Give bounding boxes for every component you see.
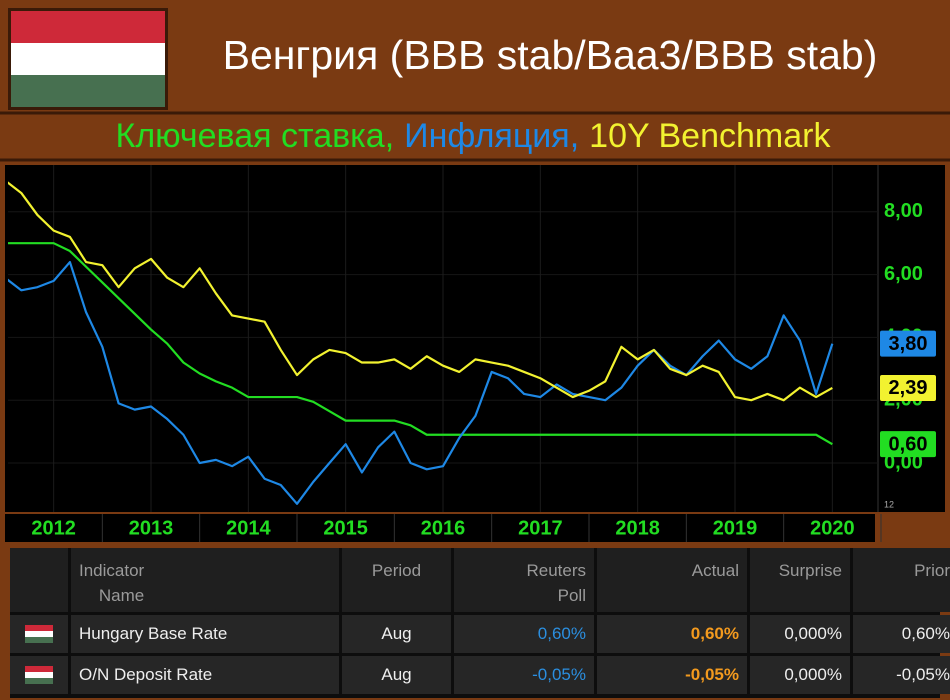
- column-header: Actual: [597, 548, 747, 612]
- series-line: [8, 242, 833, 446]
- column-header: Period: [342, 548, 451, 612]
- subtitle-part: Инфляция,: [404, 117, 579, 155]
- table-cell: Aug: [342, 656, 451, 694]
- table-cell: 0,60%: [597, 615, 747, 653]
- x-axis-band: [5, 514, 875, 542]
- table-cell-text: -0,05%: [896, 665, 950, 684]
- column-header: Indicator Name: [71, 548, 339, 612]
- flag-icon: [25, 666, 53, 684]
- x-tick-label: 2012: [31, 517, 76, 539]
- table-cell-text: 0,60%: [901, 624, 950, 643]
- table-cell: 0,60%: [853, 615, 950, 653]
- value-label-box: [880, 330, 936, 357]
- column-header-text: Reuters Poll: [526, 561, 586, 605]
- column-header: Surprise: [750, 548, 850, 612]
- table-cell-text: -0,05%: [532, 665, 586, 684]
- value-label-box: [880, 374, 936, 401]
- table: Indicator Name Period Reuters Poll Actual Su…: [10, 548, 950, 698]
- table-cell-text: 0,60%: [537, 624, 586, 643]
- table-cell-text: Aug: [381, 624, 412, 643]
- value-label: 0,60: [889, 433, 928, 455]
- x-tick-label: 2017: [518, 517, 563, 539]
- column-header-text: Period: [371, 561, 422, 580]
- flag-icon: [25, 625, 53, 643]
- column-header: Reuters Poll: [454, 548, 594, 612]
- table-cell: Hungary Base Rate: [71, 615, 339, 653]
- series-line: [8, 181, 833, 402]
- table-cell-text: 0,000%: [784, 665, 842, 684]
- plot-background: [5, 165, 945, 512]
- x-tick-label: 2013: [129, 517, 174, 539]
- table-cell-text: Hungary Base Rate: [79, 624, 228, 643]
- value-label: 2,39: [889, 377, 928, 399]
- column-header-text: Indicator Name: [79, 561, 145, 605]
- subtitle: Ключевая ставка, Инфляция, 10Y Benchmark: [116, 117, 832, 155]
- subtitle-part: 10Y Benchmark: [589, 117, 831, 155]
- value-label-box: [880, 431, 936, 458]
- table-cell-text: 0,60%: [690, 624, 739, 643]
- title: Венгрия (BBB stab/Baa3/BBB stab): [223, 32, 878, 78]
- chart: Венгрия (BBB stab/Baa3/BBB stab) Ключева…: [0, 8, 950, 542]
- table-cell-text: Aug: [381, 665, 412, 684]
- row-flag: [10, 615, 68, 653]
- table-cell: 0,000%: [750, 615, 850, 653]
- table-cell: Aug: [342, 615, 451, 653]
- x-tick-label: 2016: [421, 517, 466, 539]
- table-cell: -0,05%: [597, 656, 747, 694]
- row-flag: [10, 656, 68, 694]
- table-cell-text: -0,05%: [685, 665, 739, 684]
- table-cell: -0,05%: [454, 656, 594, 694]
- x-tick-label: 2018: [615, 517, 660, 539]
- header-cell: [10, 548, 68, 612]
- table-cell-text: O/N Deposit Rate: [79, 665, 213, 684]
- subtitle-part: Ключевая ставка,: [116, 117, 395, 155]
- table-cell: -0,05%: [853, 656, 950, 694]
- table-cell: 0,000%: [750, 656, 850, 694]
- y-tick-label: 6,00: [884, 263, 923, 285]
- column-header-text: Actual: [691, 561, 739, 580]
- corner-note: 12: [884, 499, 894, 509]
- column-header: Prior: [853, 548, 950, 612]
- value-label: 3,80: [889, 333, 928, 355]
- table-cell-text: 0,000%: [784, 624, 842, 643]
- x-tick-label: 2015: [323, 517, 368, 539]
- table-cell: 0,60%: [454, 615, 594, 653]
- x-tick-label: 2019: [713, 517, 758, 539]
- flag: [8, 8, 168, 110]
- table-cell: O/N Deposit Rate: [71, 656, 339, 694]
- series-line: [8, 260, 834, 505]
- x-tick-label: 2014: [226, 517, 271, 539]
- x-tick-label: 2020: [810, 517, 855, 539]
- column-header-text: Surprise: [778, 561, 842, 580]
- y-tick-label: 8,00: [884, 200, 923, 222]
- column-header-text: Prior: [914, 561, 950, 580]
